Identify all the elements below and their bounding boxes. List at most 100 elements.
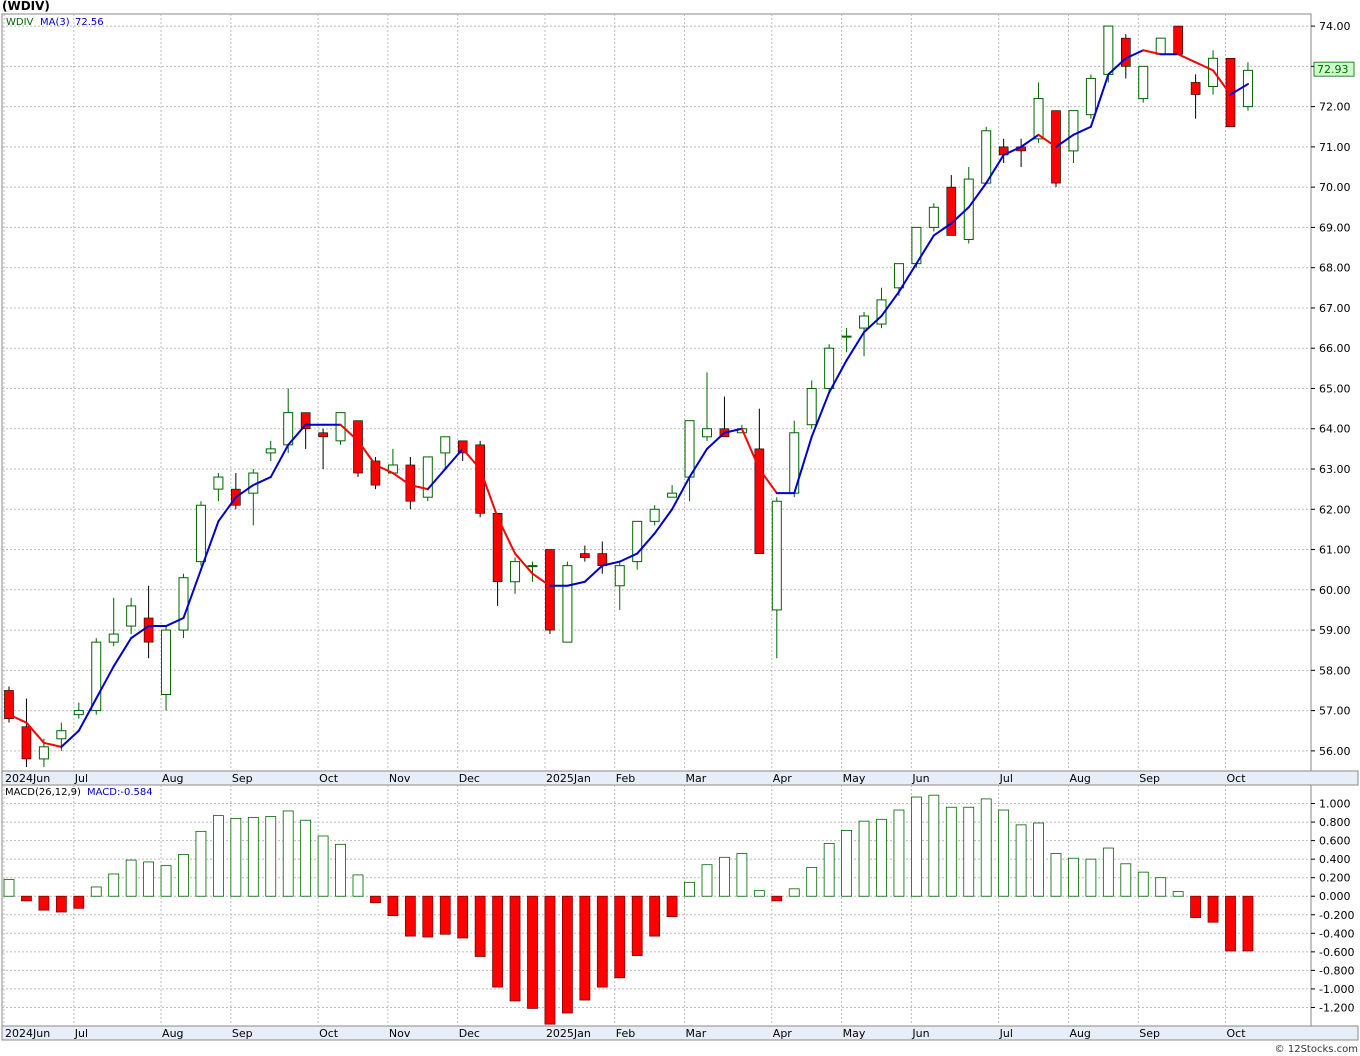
ma3-line-segment <box>1107 57 1127 76</box>
last-price-label: 72.93 <box>1317 63 1349 76</box>
x-tick-label-macd: Sep <box>232 1027 253 1040</box>
candle-body <box>928 206 939 228</box>
price-y-tick-label: 59.00 <box>1319 624 1351 637</box>
macd-bar <box>876 818 887 897</box>
macd-bar <box>788 888 800 897</box>
candle-body <box>1085 77 1096 116</box>
candle-body <box>318 432 328 438</box>
price-y-tick-label: 65.00 <box>1319 382 1351 395</box>
ma3-line-segment <box>391 472 412 487</box>
ma3-line-segment <box>1002 145 1023 156</box>
ma3-line-segment <box>357 439 377 466</box>
macd-y-tick-label: 0.600 <box>1319 835 1351 848</box>
price-y-tick-label: 60.00 <box>1319 584 1351 597</box>
ma3-line-segment <box>217 496 237 523</box>
candle-body <box>527 565 538 568</box>
macd-bar <box>335 843 346 897</box>
macd-bar <box>841 830 852 897</box>
macd-bar <box>753 890 765 897</box>
x-tick-label-macd: Apr <box>773 1027 793 1040</box>
ma3-line-segment <box>653 508 674 535</box>
macd-y-tick-label: -0.600 <box>1319 946 1354 959</box>
candle-body <box>1190 82 1201 95</box>
macd-bar <box>38 895 50 911</box>
candle-body <box>370 460 381 486</box>
ma3-line-segment <box>880 290 900 317</box>
chart-title: (WDIV) <box>2 0 50 13</box>
x-tick-label-price: Apr <box>773 772 793 785</box>
candle-body <box>771 500 782 611</box>
x-axis-band-macd <box>1 1025 1359 1041</box>
macd-bar <box>893 809 905 897</box>
candle-body <box>161 629 172 695</box>
price-y-tick-label: 57.00 <box>1319 705 1351 718</box>
x-tick-label-macd: Sep <box>1139 1027 1160 1040</box>
price-y-tick-label: 56.00 <box>1319 745 1351 758</box>
candle-body <box>1121 37 1131 67</box>
candle-body <box>580 553 590 558</box>
candle-body <box>335 412 346 442</box>
x-tick-label-macd: Jul <box>74 1027 88 1040</box>
price-y-tick-label: 64.00 <box>1319 423 1351 436</box>
ma3-line-segment <box>182 568 202 619</box>
candle-body <box>1208 57 1219 87</box>
ma3-line-segment <box>112 637 133 668</box>
candle-body <box>300 412 311 430</box>
macd-bar <box>387 895 399 917</box>
macd-y-tick-label: 0.400 <box>1319 853 1351 866</box>
macd-bar <box>90 886 102 897</box>
ma3-line-segment <box>269 443 290 479</box>
candle-body <box>195 504 206 563</box>
ma3-line-segment <box>1124 49 1145 60</box>
macd-bar <box>911 796 922 897</box>
macd-bar <box>143 861 155 897</box>
x-tick-label-macd: Nov <box>389 1027 411 1040</box>
macd-bar <box>666 895 678 918</box>
macd-bar <box>823 842 835 897</box>
macd-bar <box>614 895 626 979</box>
ma3-line-segment <box>1055 133 1075 148</box>
ma3-line-segment <box>165 616 185 628</box>
macd-bar <box>300 819 312 897</box>
price-y-tick-label: 69.00 <box>1319 221 1351 234</box>
candle-body <box>562 565 573 643</box>
candle-body <box>614 565 625 587</box>
ma3-line-segment <box>915 234 935 265</box>
candle-body <box>841 335 852 338</box>
candle-body <box>1033 98 1044 140</box>
price-symbol-label: WDIV <box>6 17 34 28</box>
ma3-line-segment <box>374 463 394 475</box>
macd-bar <box>1120 863 1132 897</box>
x-tick-label-macd: Jun <box>911 1027 929 1040</box>
x-tick-label-price: May <box>843 772 866 785</box>
macd-bar <box>963 806 975 897</box>
candle-body <box>893 263 904 289</box>
ma3-line-segment <box>496 516 517 555</box>
macd-bar <box>230 817 242 897</box>
candle-body <box>1103 25 1114 75</box>
ma3-line-segment <box>8 713 28 724</box>
macd-bar <box>1207 895 1219 923</box>
price-y-tick-label: 74.00 <box>1319 20 1351 33</box>
candle-body <box>754 448 765 554</box>
ma3-line-segment <box>863 314 883 334</box>
candle-body <box>545 549 555 631</box>
macd-y-tick-label: 0.800 <box>1319 816 1351 829</box>
macd-bar <box>108 873 120 897</box>
macd-bar <box>457 895 469 939</box>
x-tick-label-price: Jul <box>74 772 88 785</box>
macd-bar <box>282 810 294 897</box>
ma-legend-value: 72.56 <box>75 17 104 28</box>
credit-text: © 12Stocks.com <box>1274 1044 1358 1055</box>
x-tick-label-price: Oct <box>1227 772 1247 785</box>
candle-body <box>440 436 451 454</box>
price-y-tick-label: 66.00 <box>1319 342 1351 355</box>
candle-body <box>492 512 503 583</box>
macd-bar <box>212 815 224 897</box>
macd-bar <box>806 867 818 897</box>
ma3-line-segment <box>60 729 80 748</box>
ma3-line-segment <box>601 560 621 567</box>
ma3-line-segment <box>897 262 918 293</box>
macd-y-tick-label: -1.200 <box>1319 1001 1354 1014</box>
x-tick-label-macd: Oct <box>1227 1027 1247 1040</box>
